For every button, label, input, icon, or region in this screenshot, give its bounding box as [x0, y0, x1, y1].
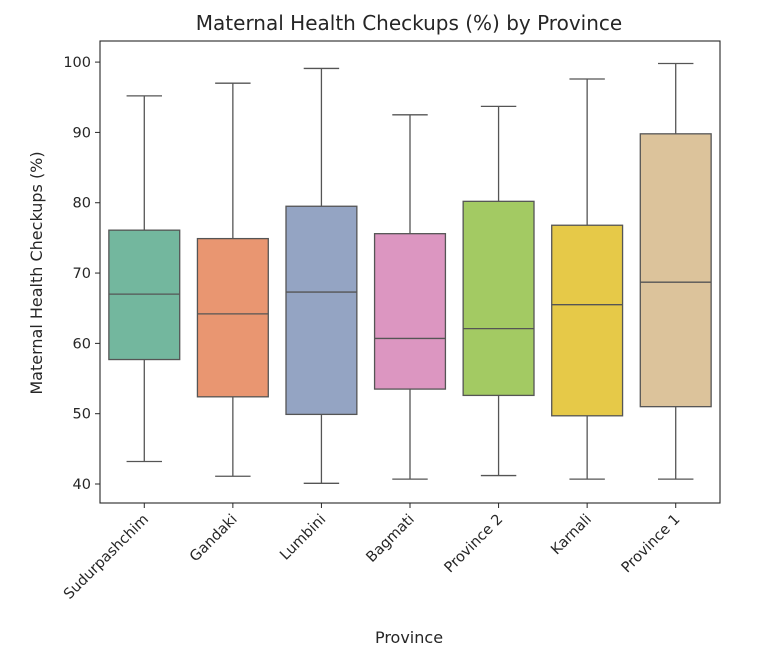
y-tick-label: 40	[73, 477, 91, 493]
x-tick-label: Bagmati	[364, 512, 418, 566]
iqr-box	[285, 205, 358, 416]
x-tick-label: Karnali	[548, 512, 595, 559]
y-tick-label: 80	[73, 196, 91, 212]
iqr-box	[462, 200, 535, 397]
box-province-1	[639, 62, 712, 480]
iqr-box	[108, 229, 181, 361]
iqr-box	[551, 224, 624, 417]
x-axis-label: Province	[375, 628, 443, 647]
iqr-box	[639, 133, 712, 408]
box-province-2	[462, 105, 535, 477]
x-tick-label: Gandaki	[187, 512, 241, 566]
iqr-box	[196, 237, 269, 398]
y-tick-label: 70	[73, 266, 91, 282]
box-sudurpashchim	[108, 95, 181, 463]
y-tick-label: 100	[63, 55, 91, 71]
iqr-box	[373, 233, 447, 390]
plot-area	[99, 40, 721, 504]
box-gandaki	[196, 82, 269, 477]
x-tick-label: Sudurpashchim	[61, 512, 152, 603]
y-tick-label: 50	[73, 407, 91, 423]
x-tick-label: Lumbini	[277, 512, 329, 564]
chart-title: Maternal Health Checkups (%) by Province	[196, 11, 622, 35]
box-karnali	[551, 78, 624, 480]
y-axis: 40 50 60 70 80 90 100	[63, 55, 100, 493]
x-axis: Sudurpashchim Gandaki Lumbini Bagmati Provin…	[61, 503, 684, 603]
box-lumbini	[285, 67, 358, 484]
y-axis-label: Maternal Health Checkups (%)	[27, 151, 46, 394]
x-tick-label: Province 2	[442, 512, 507, 577]
x-tick-label: Province 1	[619, 512, 684, 577]
y-tick-label: 90	[73, 125, 91, 141]
box-bagmati	[373, 114, 447, 480]
y-tick-label: 60	[73, 336, 91, 352]
